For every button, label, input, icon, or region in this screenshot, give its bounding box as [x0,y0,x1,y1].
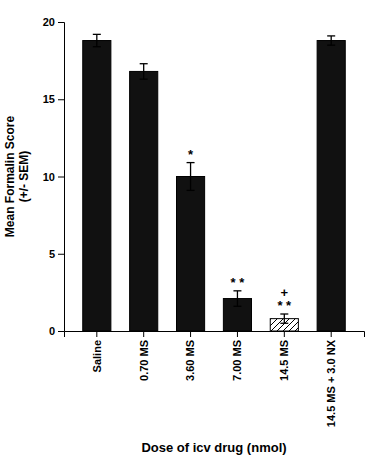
x-tick-mark [96,331,97,337]
y-tick-mark [58,254,64,255]
error-bar-cap [140,63,148,64]
bar [130,71,158,331]
annotations: ** ** *+ [188,147,292,313]
y-axis-line [58,23,65,332]
y-tick: 0 [49,325,64,337]
error-bar [233,291,241,306]
annotation: * * [277,298,292,313]
y-tick: 15 [43,93,64,105]
error-bar-stem [190,163,191,191]
annotation: + [281,285,289,300]
error-bar [93,34,101,46]
x-tick: 14.5 MS [278,331,290,381]
error-bar-stem [237,291,238,306]
x-tick-mark [143,331,144,337]
error-bar [280,314,288,323]
annotation: * [188,147,194,162]
bar [317,41,345,331]
y-axis-title-line: (+/- SEM) [17,151,31,203]
error-bar-cap [93,46,101,47]
y-tick: 5 [49,248,64,260]
error-bar [140,64,148,79]
y-axis-title: Mean Formalin Score(+/- SEM) [3,115,31,237]
x-axis-title: Dose of icv drug (nmol) [141,440,286,455]
chart: 0 5 10 15 20 Saline 0.70 MS 3.60 MS 7.00 MS 14.5 … [0,0,378,476]
x-tick: 0.70 MS [138,331,150,381]
x-tick-label: 3.60 MS [184,340,196,381]
error-bar-cap [327,45,335,46]
y-tick-label: 20 [43,16,55,28]
x-tick-mark [190,331,191,337]
x-tick-label: 0.70 MS [138,340,150,381]
error-bar-cap [280,323,288,324]
y-tick-label: 0 [49,325,55,337]
error-bar-cap [233,306,241,307]
x-tick-label: Saline [91,340,103,372]
y-tick-mark [58,99,64,100]
x-tick: 3.60 MS [184,331,196,381]
x-tick-label: 14.5 MS [278,340,290,381]
error-bar-cap [327,35,335,36]
error-bar-stem [284,314,285,323]
error-bar-stem [331,36,332,45]
error-bar-cap [233,290,241,291]
error-bar-stem [143,64,144,79]
error-bar-cap [187,190,195,191]
x-tick: 7.00 MS [231,331,243,381]
error-bar-stem [96,34,97,46]
y-tick: 10 [43,171,64,183]
x-tick-mark [331,331,332,337]
error-bar-cap [93,34,101,35]
y-tick-mark [58,331,64,332]
y-axis-title-line: Mean Formalin Score [3,115,17,237]
y-tick-mark [58,177,64,178]
x-tick-label: 14.5 MS + 3.0 NX [325,339,337,427]
x-axis: Saline 0.70 MS 3.60 MS 7.00 MS 14.5 MS 14.5 M… [65,331,365,427]
error-bar-cap [280,313,288,314]
marks [83,34,346,331]
error-bar [327,36,335,45]
annotation: * * [231,275,246,290]
y-tick-label: 10 [43,171,55,183]
bar [83,41,111,331]
error-bar-cap [187,162,195,163]
x-tick-mark [237,331,238,337]
x-tick: 14.5 MS + 3.0 NX [325,331,337,427]
error-bar-cap [140,79,148,80]
y-tick-label: 15 [43,93,55,105]
x-tick: Saline [91,331,103,372]
y-tick-mark [58,22,64,23]
y-axis: 0 5 10 15 20 [43,16,65,337]
x-tick-label: 7.00 MS [231,340,243,381]
bar [177,177,205,332]
plot: 0 5 10 15 20 Saline 0.70 MS 3.60 MS 7.00 MS 14.5 … [3,16,365,455]
error-bar [187,163,195,191]
y-tick: 20 [43,16,64,28]
x-axis-line [65,332,365,338]
x-tick-mark [284,331,285,337]
y-tick-label: 5 [49,248,55,260]
